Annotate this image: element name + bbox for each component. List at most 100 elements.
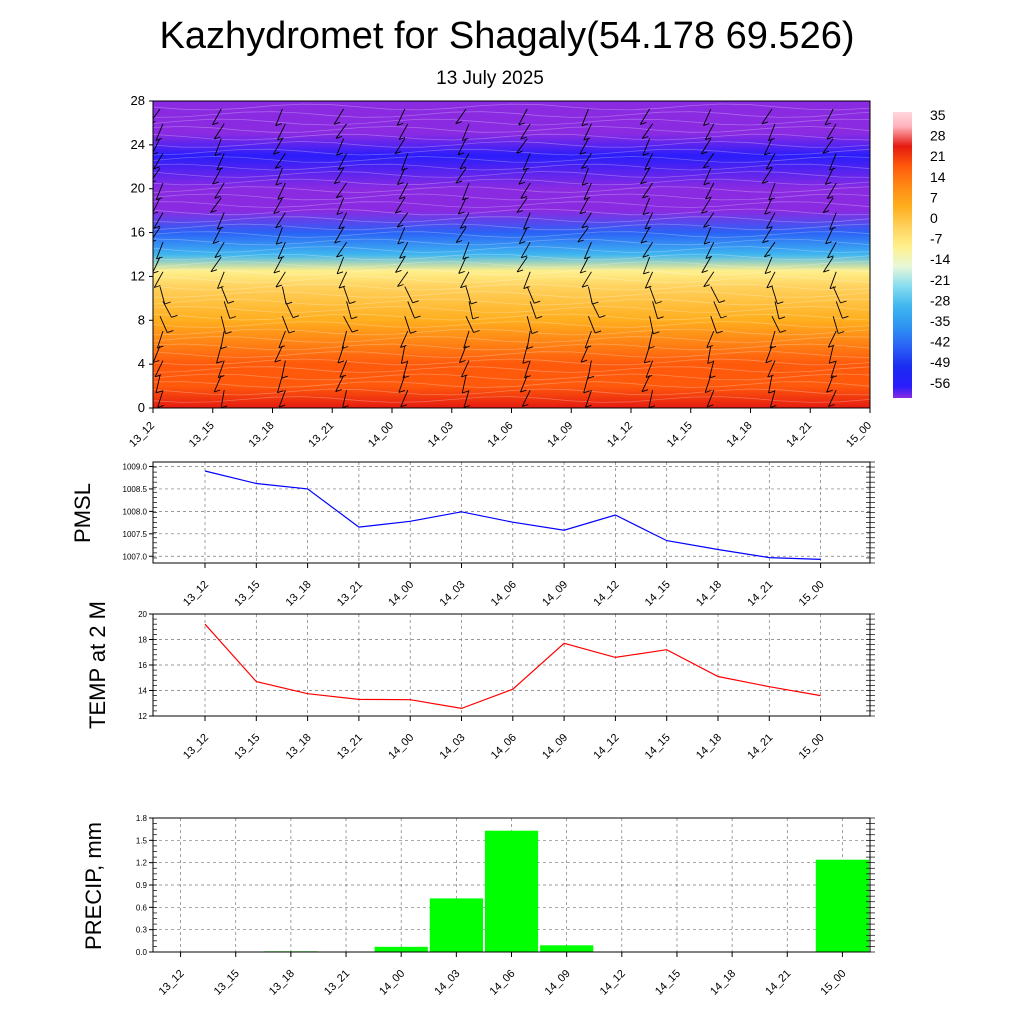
wind-barb-flag bbox=[153, 180, 156, 183]
wind-barb-shaft bbox=[526, 316, 533, 334]
wind-barb-flag bbox=[157, 404, 164, 408]
contour-line bbox=[153, 156, 870, 163]
wind-barb-flag bbox=[577, 239, 584, 243]
wind-barb-flag bbox=[823, 269, 830, 273]
wind-barb-shaft bbox=[210, 256, 222, 272]
wind-barb-shaft bbox=[583, 123, 592, 141]
wind-barb-shaft bbox=[830, 360, 837, 378]
y-tick-label: 0.0 bbox=[136, 948, 148, 957]
x-tick-label: 13_21 bbox=[306, 420, 336, 450]
colorbar-label: 21 bbox=[930, 148, 946, 164]
x-tick-label: 14_21 bbox=[784, 420, 814, 450]
wind-barb-flag bbox=[399, 255, 406, 259]
colorbar-label: -42 bbox=[930, 334, 950, 350]
wind-barb-shaft bbox=[768, 123, 776, 141]
contour-line bbox=[153, 298, 870, 306]
wind-barb-flag bbox=[398, 389, 406, 393]
wind-barb-flag bbox=[825, 181, 832, 185]
x-tick-label: 14_15 bbox=[653, 968, 683, 998]
wind-barb-flag bbox=[520, 195, 528, 199]
x-tick-label: 14_15 bbox=[643, 732, 673, 762]
wind-barb-shaft bbox=[823, 256, 834, 273]
x-tick-label: 14_18 bbox=[708, 968, 738, 998]
wind-barb-flag bbox=[399, 196, 406, 200]
wind-barb-shaft bbox=[153, 271, 164, 288]
wind-barb-flag bbox=[395, 210, 402, 214]
wind-barb-flag bbox=[764, 254, 771, 258]
colorbar-label: 14 bbox=[930, 169, 946, 185]
contour-line bbox=[153, 246, 870, 253]
wind-barb-shaft bbox=[832, 286, 841, 304]
x-tick-label: 14_09 bbox=[543, 968, 573, 998]
wind-barb-shaft bbox=[706, 390, 715, 408]
y-tick-label: 0.3 bbox=[136, 926, 148, 935]
wind-barb-flag bbox=[642, 136, 649, 139]
wind-barb-flag bbox=[827, 255, 834, 259]
wind-barb-shaft bbox=[458, 256, 467, 274]
x-tick-label: 15_00 bbox=[844, 420, 874, 450]
wind-barb-flag bbox=[703, 182, 710, 186]
y-tick-label: 1009.0 bbox=[123, 462, 148, 471]
wind-barb-shaft bbox=[396, 212, 409, 228]
wind-barb-flag bbox=[705, 390, 712, 393]
wind-barb-shaft bbox=[829, 212, 837, 230]
wind-barb-shaft bbox=[703, 168, 712, 185]
wind-barb-shaft bbox=[335, 182, 347, 198]
precip-bar bbox=[374, 946, 428, 952]
wind-barb-shaft bbox=[587, 360, 592, 379]
wind-barb-shaft bbox=[828, 390, 837, 407]
pmsl-panel: 1007.0 1007.5 1008.0 1008.5 1009.0 13_12 13_15… bbox=[70, 461, 875, 609]
y-tick-label: 1.5 bbox=[136, 836, 148, 845]
wind-barb-flag bbox=[705, 255, 713, 259]
wind-barb-shaft bbox=[399, 241, 409, 259]
wind-barb-shaft bbox=[766, 212, 776, 229]
x-tick-label: 14_15 bbox=[665, 420, 695, 450]
wind-barb-flag bbox=[279, 404, 286, 408]
wind-barb-shaft bbox=[652, 301, 659, 319]
wind-barb-shaft bbox=[336, 197, 345, 215]
wind-barb-flag bbox=[154, 374, 162, 378]
colorbar-label: 28 bbox=[930, 128, 946, 144]
wind-barb-flag bbox=[644, 167, 651, 171]
wind-barb-shaft bbox=[277, 123, 286, 141]
wind-barb-flag bbox=[518, 122, 525, 126]
wind-barb-shaft bbox=[213, 375, 222, 393]
x-tick-label: 14_18 bbox=[725, 420, 755, 450]
y-tick-label: 12 bbox=[138, 712, 147, 721]
wind-barb-flag bbox=[516, 150, 523, 154]
contour-line bbox=[153, 328, 870, 336]
wind-barb-flag bbox=[461, 374, 468, 378]
wind-barb-flag bbox=[335, 389, 342, 393]
wind-barb-shaft bbox=[334, 227, 344, 244]
x-tick-label: 14_06 bbox=[489, 579, 519, 609]
wind-barb-shaft bbox=[585, 390, 592, 408]
wind-barb-shaft bbox=[764, 241, 776, 258]
wind-barb-flag bbox=[523, 167, 530, 171]
wind-barb-shaft bbox=[761, 108, 773, 125]
y-tick-label: 24 bbox=[131, 137, 145, 152]
wind-barb-flag bbox=[288, 330, 296, 334]
wind-barb-shaft bbox=[705, 242, 715, 259]
x-tick-label: 13_21 bbox=[335, 732, 365, 762]
contour-line bbox=[153, 261, 870, 268]
wind-barb-flag bbox=[645, 285, 652, 289]
x-tick-label: 14_09 bbox=[540, 732, 570, 762]
wind-barb-shaft bbox=[274, 153, 286, 169]
wind-barb-flag bbox=[398, 137, 406, 140]
precip-bar bbox=[815, 859, 869, 952]
wind-barb-flag bbox=[519, 241, 526, 245]
contour-line bbox=[153, 388, 870, 396]
precip-bar bbox=[540, 945, 594, 952]
wind-barb-shaft bbox=[459, 345, 467, 363]
series-line bbox=[204, 623, 821, 710]
wind-barb-flag bbox=[644, 226, 652, 230]
contour-line bbox=[153, 276, 870, 283]
wind-barb-shaft bbox=[703, 227, 712, 245]
wind-barb-flag bbox=[336, 271, 344, 275]
contour-line bbox=[153, 103, 870, 111]
wind-barb-flag bbox=[592, 301, 599, 305]
wind-barb-shaft bbox=[713, 301, 722, 319]
contour-line bbox=[153, 268, 870, 276]
wind-barb-flag bbox=[703, 284, 710, 288]
